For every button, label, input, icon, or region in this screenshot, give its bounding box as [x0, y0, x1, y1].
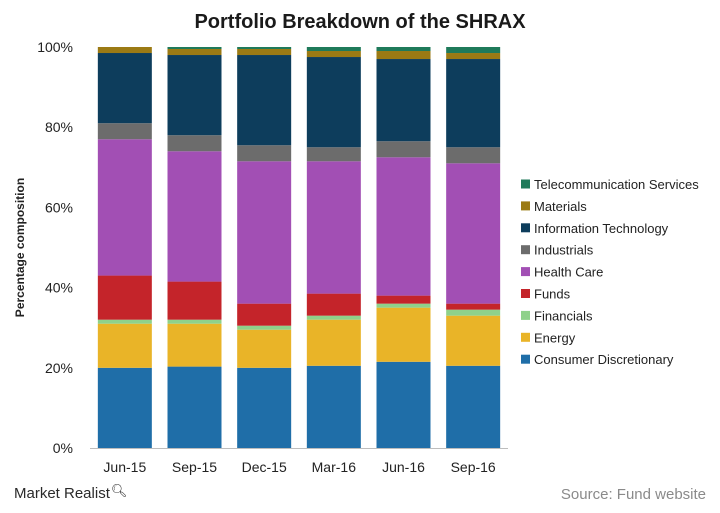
legend-label: Telecommunication Services	[534, 177, 699, 192]
legend-swatch	[521, 201, 530, 211]
legend-label: Funds	[534, 287, 571, 302]
bar-segment	[167, 47, 222, 50]
y-tick-label: 0%	[53, 440, 73, 456]
chart: Portfolio Breakdown of the SHRAX Percent…	[13, 11, 699, 475]
bar-segment	[306, 315, 361, 320]
bar-segment	[167, 281, 222, 320]
bar-segment	[446, 163, 501, 304]
bar-segment	[237, 49, 292, 56]
y-tick-label: 100%	[37, 39, 73, 55]
bar-segment	[167, 151, 222, 282]
chart-title: Portfolio Breakdown of the SHRAX	[194, 11, 526, 33]
x-tick-label: Jun-15	[103, 459, 146, 475]
legend-label: Energy	[534, 330, 576, 345]
bar-segment	[167, 323, 222, 367]
bar-segment	[237, 55, 292, 146]
bar-segment	[97, 47, 152, 54]
bar-segment	[306, 51, 361, 58]
legend-swatch	[521, 223, 530, 233]
bar-segment	[237, 325, 292, 330]
source-note: Source: Fund website	[560, 486, 706, 503]
bar-segment	[167, 366, 222, 448]
legend: Telecommunication Services Materials Infor…	[521, 177, 699, 367]
legend-label: Health Care	[534, 265, 603, 280]
bar-segment	[97, 367, 152, 448]
bar-segment	[306, 365, 361, 448]
x-tick-label: Sep-15	[172, 459, 217, 475]
bar-segment	[306, 57, 361, 148]
y-tick-label: 80%	[45, 119, 73, 135]
legend-swatch	[521, 332, 530, 342]
bar-segment	[306, 47, 361, 52]
x-tick-label: Mar-16	[312, 459, 357, 475]
bar-segment	[376, 47, 431, 52]
bar-segment	[167, 55, 222, 136]
bar-segment	[237, 303, 292, 326]
y-tick-label: 60%	[45, 199, 73, 215]
market-realist-logo: Market Realist🔍︎	[14, 483, 127, 502]
bar-segment	[376, 157, 431, 296]
bar-segment	[167, 49, 222, 56]
bar-segment	[97, 323, 152, 368]
bar-segment	[306, 147, 361, 162]
bar-segment	[446, 309, 501, 316]
x-tick-label: Sep-16	[451, 459, 496, 475]
bar-segment	[237, 367, 292, 448]
bar-segment	[97, 319, 152, 324]
legend-swatch	[521, 289, 530, 298]
legend-swatch	[521, 245, 530, 255]
bar-segment	[446, 303, 501, 310]
bar-segment	[376, 51, 431, 60]
legend-swatch	[521, 354, 530, 364]
x-tick-label: Jun-16	[382, 459, 425, 475]
legend-swatch	[521, 310, 530, 320]
bar-segment	[97, 123, 152, 140]
bar-segment	[446, 315, 501, 366]
bar-segment	[446, 59, 501, 148]
brand-name: Market Realist	[14, 485, 110, 502]
bar-segment	[376, 141, 431, 158]
legend-swatch	[521, 267, 530, 277]
legend-label: Consumer Discretionary	[534, 352, 674, 367]
bar-segment	[446, 365, 501, 448]
bar-segment	[446, 53, 501, 60]
bar-segment	[376, 307, 431, 362]
plot-area: 0% 20% 40% 60% 80% 100% Jun-15 Sep-15 Dec-15 Mar-…	[37, 39, 508, 475]
bar-segment	[376, 295, 431, 304]
bar-segment	[306, 161, 361, 294]
legend-label: Financials	[534, 308, 593, 323]
legend-label: Materials	[534, 199, 587, 214]
bar-segment	[446, 147, 501, 164]
bar-segment	[376, 361, 431, 448]
bar-segment	[446, 47, 501, 54]
bar-segment	[237, 145, 292, 162]
bar-segment	[237, 329, 292, 368]
bar-segment	[167, 135, 222, 152]
bar-segment	[376, 59, 431, 142]
legend-label: Industrials	[534, 243, 594, 258]
bar-segment	[306, 319, 361, 366]
bar-segment	[237, 47, 292, 50]
bar-segment	[97, 139, 152, 276]
y-axis-label: Percentage composition	[13, 178, 27, 317]
bar-segment	[237, 161, 292, 304]
magnifier-icon: 🔍︎	[110, 483, 128, 498]
bar-segment	[167, 319, 222, 324]
bar-segment	[97, 53, 152, 124]
legend-swatch	[521, 179, 530, 189]
y-tick-label: 20%	[45, 360, 73, 376]
y-tick-label: 40%	[45, 280, 73, 296]
bar-segment	[97, 275, 152, 320]
bar-segment	[306, 293, 361, 316]
legend-label: Information Technology	[534, 221, 669, 236]
bar-segment	[376, 303, 431, 308]
x-tick-label: Dec-15	[242, 459, 287, 475]
